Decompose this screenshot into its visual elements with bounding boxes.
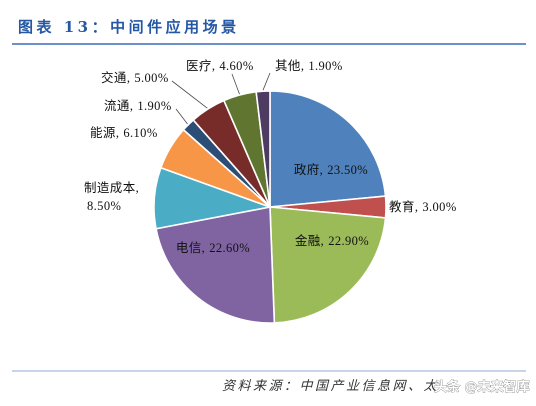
slice-labels: 政府, 23.50%教育, 3.00%金融, 22.90%电信, 22.60%制造成本,… — [84, 59, 457, 255]
slice-value: 6.10% — [123, 126, 157, 140]
leader-line-9 — [262, 72, 271, 91]
leader-line-6 — [175, 108, 188, 125]
slice-name: 其他 — [275, 59, 301, 73]
leader-line-8 — [231, 73, 240, 95]
source-note: 资料来源：中国产业信息网、太 — [222, 378, 439, 394]
pie-slice-9 — [255, 90, 271, 208]
slice-label-separator: , — [301, 59, 305, 73]
pie-slice-3 — [155, 206, 276, 324]
slice-label-9: 其他, 1.90% — [275, 59, 343, 73]
slice-label-3: 电信, 22.60% — [176, 241, 250, 255]
slice-label-separator: , — [127, 71, 131, 85]
leader-line-7 — [171, 80, 208, 109]
slice-label-separator: , — [116, 126, 120, 140]
slice-label-1: 教育, 3.00% — [389, 199, 457, 214]
slice-label-6: 流通, 1.90% — [104, 99, 172, 113]
figure-title: 图表 13：中间件应用场景 — [18, 18, 240, 36]
slice-value: 23.50% — [327, 163, 368, 177]
slice-label-separator: , — [130, 99, 134, 113]
slice-value: 4.60% — [219, 59, 253, 73]
slice-label-separator: , — [415, 200, 419, 214]
slice-value: 8.50% — [87, 199, 121, 213]
slice-label-0: 政府, 23.50% — [294, 162, 368, 177]
slice-label-8: 医疗, 4.60% — [186, 59, 254, 73]
pie-slice-2 — [269, 206, 387, 324]
slice-value: 1.90% — [308, 59, 342, 73]
leader-lines — [171, 72, 271, 125]
slice-name: 金融 — [295, 233, 321, 248]
slice-name: 能源 — [90, 126, 116, 140]
slice-name: 制造成本 — [84, 181, 136, 195]
slice-label-4: 制造成本, 8.50% — [84, 181, 139, 213]
slice-value: 22.60% — [209, 241, 250, 255]
slice-name: 政府 — [294, 162, 320, 177]
slice-value: 22.90% — [328, 234, 369, 248]
slice-name: 电信 — [176, 241, 202, 255]
slice-label-separator: , — [212, 59, 216, 73]
watermark: 头条 @未来智库 — [434, 379, 530, 396]
slice-label-5: 能源, 6.10% — [90, 126, 158, 140]
pie-chart — [153, 90, 387, 324]
slice-label-separator: , — [136, 181, 140, 195]
watermark-text: 头条 @未来智库 — [434, 379, 530, 395]
slice-label-separator: , — [321, 234, 325, 248]
slice-value: 3.00% — [422, 200, 456, 214]
slice-name: 流通 — [104, 99, 130, 113]
slice-label-7: 交通, 5.00% — [101, 70, 169, 85]
slice-value: 1.90% — [137, 99, 171, 113]
slice-name: 教育 — [389, 199, 415, 214]
slice-label-separator: , — [202, 241, 206, 255]
slice-name: 医疗 — [186, 59, 212, 73]
slice-label-separator: , — [320, 163, 324, 177]
pie-slice-0 — [269, 90, 387, 208]
slice-label-2: 金融, 22.90% — [295, 233, 369, 248]
slice-name: 交通 — [101, 70, 127, 85]
slice-value: 5.00% — [134, 71, 168, 85]
